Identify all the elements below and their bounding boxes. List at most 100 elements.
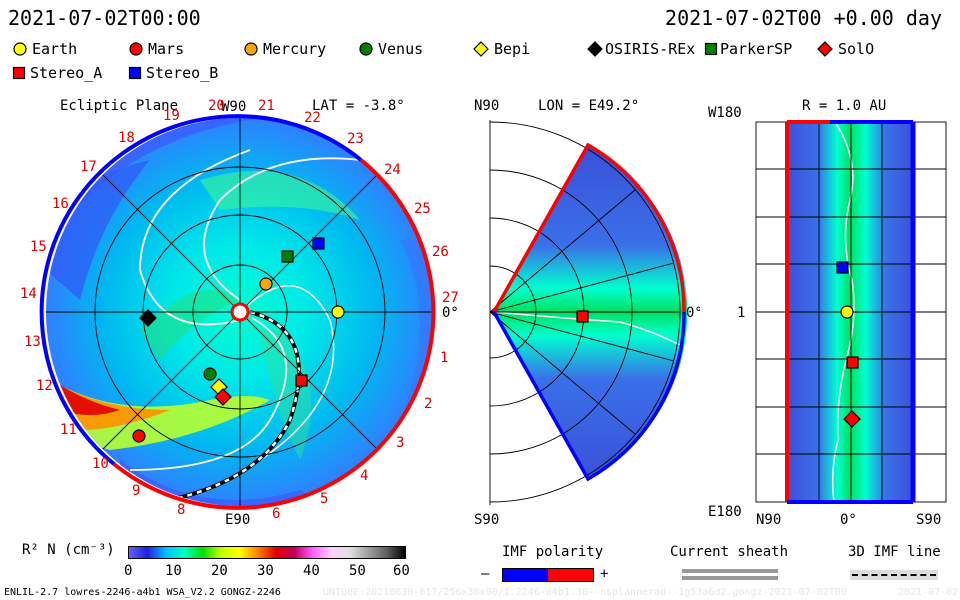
radial-s90-label: S90 — [916, 512, 941, 528]
imf-plus-label: + — [600, 566, 609, 582]
colorbar-tick: 0 — [124, 563, 133, 579]
legend-label: Bepi — [494, 40, 531, 58]
rotation-label: 18 — [118, 130, 135, 146]
rotation-label: 1 — [440, 350, 448, 366]
legend-item-mars: Mars — [128, 40, 184, 58]
legend-item-solo: SolO — [816, 40, 874, 58]
legend-item-osiris-rex: OSIRIS-REx — [586, 40, 695, 58]
legend-item-venus: Venus — [358, 40, 423, 58]
circle-marker-icon — [244, 42, 258, 56]
rotation-label: 15 — [30, 239, 47, 255]
radial-one-label: 1 — [737, 305, 745, 321]
rotation-label: 4 — [360, 468, 368, 484]
rotation-label: 27 — [442, 290, 459, 306]
earth-marker — [840, 305, 854, 319]
run-date: 2021-07-02 — [898, 587, 959, 598]
timestamp-right: 2021-07-02T00 +0.00 day — [665, 6, 942, 30]
rotation-label: 3 — [396, 435, 404, 451]
rotation-label: 9 — [132, 483, 140, 499]
imf-rim-positive — [112, 158, 436, 510]
rotation-label: 13 — [24, 334, 41, 350]
high-density-stream — [48, 380, 270, 450]
legend-item-parkersp: ParkerSP — [704, 40, 792, 58]
diamond-marker-icon — [473, 41, 489, 57]
rotation-label: 10 — [92, 456, 109, 472]
stereo-a-marker — [295, 374, 308, 387]
legend-label: Stereo_B — [146, 64, 219, 82]
circle-marker-icon — [129, 42, 143, 56]
parkersp-marker — [281, 250, 294, 263]
imf-polarity-title: IMF polarity — [502, 544, 604, 560]
e90-label: E90 — [225, 512, 250, 528]
model-info: ENLIL-2.7 lowres-2246-a4b1 WSA_V2.2 GONG… — [4, 587, 281, 598]
square-marker-icon — [128, 66, 142, 80]
current-sheath-line — [682, 576, 778, 580]
legend-item-bepi: Bepi — [472, 40, 530, 58]
legend-item-stereo-b: Stereo_B — [128, 64, 218, 82]
rotation-label: 21 — [258, 98, 275, 114]
ecliptic-zero-label: 0° — [442, 305, 459, 321]
rotation-label: 25 — [414, 201, 431, 217]
stereo-b-marker — [312, 237, 325, 250]
colorbar-tick: 50 — [349, 563, 366, 579]
rotation-label: 23 — [347, 131, 364, 147]
legend-label: SolO — [838, 40, 875, 58]
meridional-plane-panel: N90 LON = E49.2° S90 0° — [474, 98, 700, 528]
legend-label: OSIRIS-REx — [605, 40, 696, 58]
colorbar-tick: 30 — [257, 563, 274, 579]
lat-label: LAT = -3.8° — [312, 98, 405, 114]
circle-marker-icon — [359, 42, 373, 56]
legend-label: Earth — [32, 40, 78, 58]
rotation-label: 17 — [80, 159, 97, 175]
radial-zero-label: 0° — [840, 512, 857, 528]
colorbar-tick: 40 — [303, 563, 320, 579]
imf-3d-title: 3D IMF line — [848, 544, 941, 560]
lon-label: LON = E49.2° — [538, 98, 639, 114]
diamond-marker-icon — [817, 41, 833, 57]
legend-label: Mercury — [263, 40, 327, 58]
rotation-label: 6 — [272, 506, 280, 522]
rotation-label: 26 — [432, 244, 449, 260]
imf-positive-swatch — [548, 568, 594, 582]
earth-marker — [331, 305, 345, 319]
stereo-a-marker — [576, 310, 589, 323]
radial-n90-label: N90 — [756, 512, 781, 528]
current-sheath-line — [682, 569, 778, 573]
rotation-label: 19 — [163, 108, 180, 124]
stereo-b-marker — [836, 261, 849, 274]
rotation-label: 24 — [384, 162, 401, 178]
square-marker-icon — [704, 42, 718, 56]
rotation-label: 20 — [208, 98, 225, 114]
venus-marker — [203, 367, 217, 381]
density-colorbar — [128, 546, 406, 559]
colorbar-tick: 20 — [211, 563, 228, 579]
imf-minus-label: – — [481, 566, 490, 582]
ecliptic-title: Ecliptic Plane — [60, 98, 178, 114]
mars-marker — [132, 429, 146, 443]
rotation-label: 14 — [20, 286, 37, 302]
colorbar-tick: 10 — [165, 563, 182, 579]
run-id: UNIQUE:20210630-617/256x30x90/1.2246-a4b… — [323, 587, 847, 598]
rotation-label: 22 — [304, 110, 321, 126]
colorbar-tick: 60 — [393, 563, 410, 579]
imf-3d-line — [852, 574, 936, 576]
legend-label: Mars — [148, 40, 185, 58]
rotation-label: 11 — [60, 422, 77, 438]
sun-icon — [230, 302, 250, 322]
diamond-marker-icon — [587, 41, 603, 57]
imf-negative-swatch — [502, 568, 549, 582]
solo-marker — [214, 388, 232, 406]
radial-map-panel: W180 R = 1.0 AU 1 E180 N90 0° S90 — [708, 98, 947, 528]
timestamp-left: 2021-07-02T00:00 — [8, 6, 201, 30]
legend-item-stereo-a: Stereo_A — [12, 64, 102, 82]
imf-rim-negative — [39, 114, 363, 466]
meridional-zero-label: 0° — [686, 305, 700, 321]
w90-label: W90 — [221, 99, 246, 115]
legend-label: ParkerSP — [720, 40, 793, 58]
imf-rim-positive — [492, 142, 686, 313]
square-marker-icon — [12, 66, 26, 80]
current-sheath-title: Current sheath — [670, 544, 789, 560]
ecliptic-plane-panel: Ecliptic Plane W90 LAT = -3.8° E90 0° 19… — [20, 98, 459, 528]
rotation-label: 8 — [177, 502, 185, 518]
legend-item-mercury: Mercury — [243, 40, 326, 58]
